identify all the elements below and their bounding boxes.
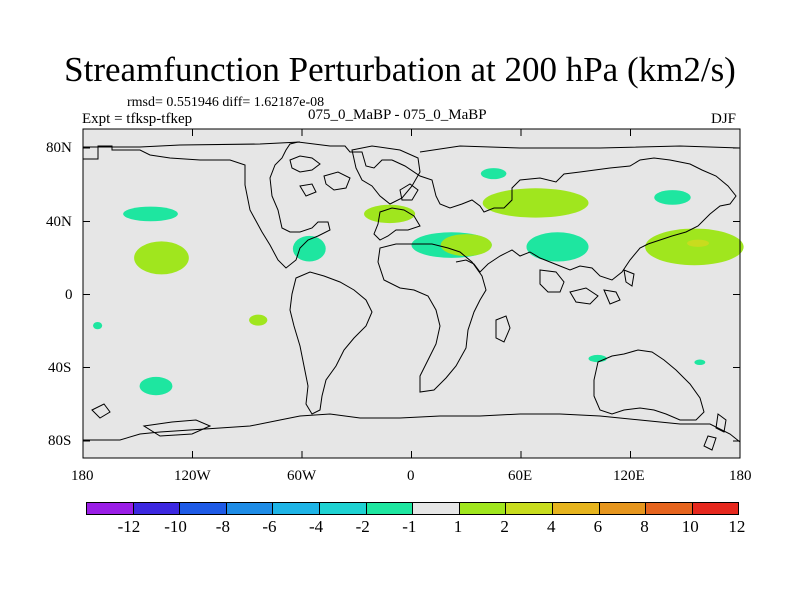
colorbar-label: 12 — [728, 517, 746, 536]
coast-north-edge — [83, 141, 741, 153]
colorbar-swatch — [691, 502, 740, 515]
colorbar-swatch — [132, 502, 181, 515]
colorbar-swatch — [412, 502, 460, 515]
tropical-east-pacific-pos-blob — [249, 314, 268, 326]
indian-ocean-neg-blob — [588, 354, 607, 363]
colorbar-label: 2 — [500, 517, 509, 536]
x-tick-label: 180 — [729, 468, 752, 484]
colorbar-swatch — [319, 502, 367, 515]
colorbar-label: -10 — [164, 517, 187, 536]
colorbar-label: 4 — [547, 517, 556, 536]
colorbar-swatch — [645, 502, 693, 515]
ocean-background — [83, 129, 740, 458]
x-tick-label: 180 — [71, 468, 94, 484]
s-pacific-neg-blob — [139, 376, 173, 396]
colorbar-swatch — [272, 502, 320, 515]
x-tick-label: 120E — [613, 468, 645, 484]
s-asia-neg-blob — [526, 232, 589, 262]
x-tick-label: 0 — [407, 468, 415, 484]
colorbar-label: 1 — [453, 517, 463, 536]
colorbar-swatch — [505, 502, 553, 515]
coast-uk-europe — [373, 183, 421, 241]
coastlines — [83, 141, 741, 451]
nw-pacific-pos-core — [687, 239, 709, 247]
atlantic-pos-blob — [364, 204, 416, 224]
x-tick-label: 120W — [174, 468, 211, 484]
y-tick-label: 0 — [65, 287, 73, 303]
nw-pacific-pos-blob — [645, 228, 744, 266]
coast-north-america — [83, 141, 392, 269]
y-tick-label: 80N — [46, 140, 72, 156]
colorbar-label: 8 — [640, 517, 649, 536]
n-atlantic-neg-blob — [292, 235, 326, 262]
colorbar-label: -6 — [262, 517, 277, 536]
colorbar-label: -12 — [117, 517, 141, 536]
colorbar-label: 10 — [681, 517, 699, 536]
n-pacific-neg-blob — [123, 206, 178, 222]
colorbar-label: -4 — [309, 517, 324, 536]
experiment-label: Expt = tfksp-tfkep — [82, 111, 193, 127]
far-east-pacific-neg-blob — [93, 321, 103, 330]
colorbar-label: -8 — [215, 517, 230, 536]
y-tick-label: 40S — [48, 360, 72, 376]
tick-marks — [82, 129, 741, 458]
season-label: DJF — [711, 111, 737, 127]
x-tick-label: 60E — [508, 468, 533, 484]
colorbar-swatch — [458, 502, 507, 515]
coast-new-zealand — [703, 413, 727, 451]
ne-asia-neg-blob — [654, 190, 691, 205]
anomaly-layer — [93, 168, 744, 396]
colorbar-label: 6 — [593, 517, 603, 536]
coast-arctic-islands — [289, 155, 351, 197]
colorbar-label: -2 — [355, 517, 370, 536]
colorbar-swatch — [365, 502, 414, 515]
colorbar-swatch — [86, 502, 134, 515]
colorbar-swatch — [179, 502, 227, 515]
e-pacific-pos-blob — [134, 241, 189, 275]
coast-africa — [377, 243, 487, 393]
colorbar-label: -1 — [402, 517, 417, 536]
coast-australia — [593, 349, 705, 421]
colorbar-swatch — [552, 502, 600, 515]
coast-madagascar — [495, 315, 511, 343]
central-asia-pos-blob — [482, 188, 589, 218]
coast-antarctic-peninsula — [91, 403, 212, 437]
coast-maritime — [539, 269, 635, 305]
coast-antarctica — [83, 413, 741, 443]
plot-title: Streamfunction Perturbation at 200 hPa (… — [64, 50, 736, 89]
y-tick-label: 80S — [48, 433, 72, 449]
x-tick-label: 60W — [287, 468, 317, 484]
europe-neg-blob — [480, 168, 507, 180]
colorbar-swatch — [598, 502, 647, 515]
y-tick-label: 40N — [46, 214, 72, 230]
case-label: 075_0_MaBP - 075_0_MaBP — [308, 107, 487, 123]
coast-eurasia — [391, 157, 737, 281]
n-africa-pos-core — [440, 234, 492, 257]
stats-label: rmsd= 0.551946 diff= 1.62187e-08 — [127, 95, 325, 110]
colorbar-swatch — [225, 502, 274, 515]
coast-south-america — [289, 271, 373, 415]
sw-pacific-neg-blob — [694, 359, 706, 366]
